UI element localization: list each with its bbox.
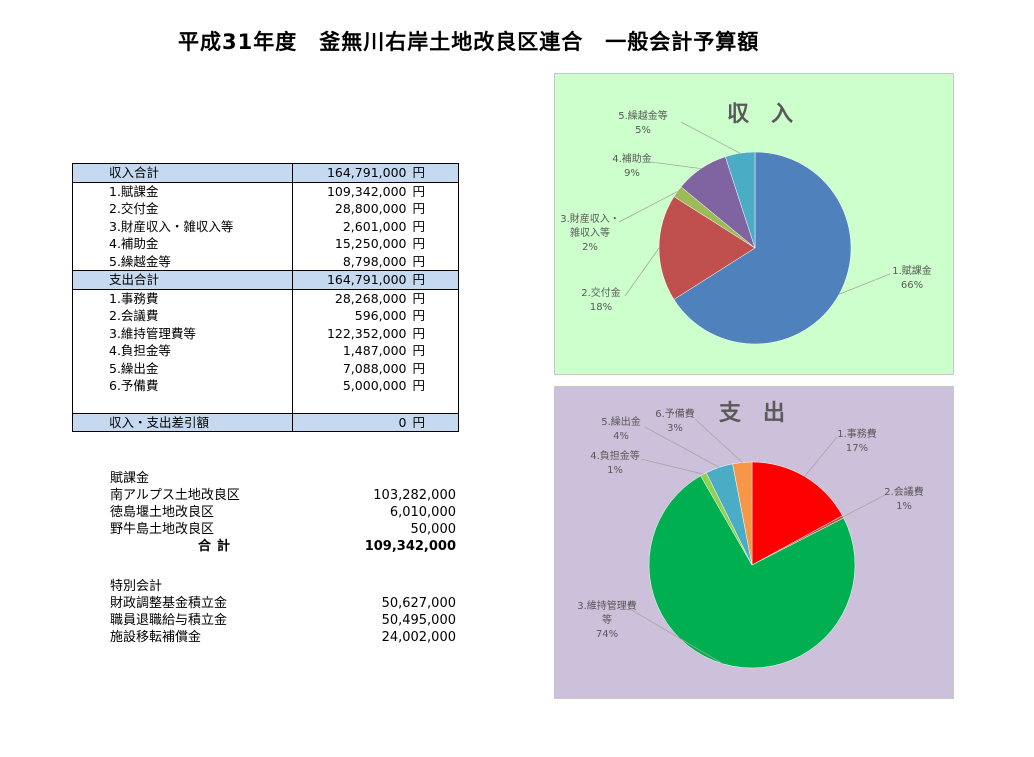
slice-name-label: 5.繰越金等 [618, 109, 668, 122]
special-account: 特別会計 財政調整基金積立金 50,627,000 職員退職給与積立金 50,495… [110, 578, 456, 646]
list-item: 施設移転補償金 24,002,000 [110, 630, 456, 645]
table-row: 5.繰越金等 8,798,000 円 [72, 252, 459, 271]
slice-percent-label: 3% [667, 423, 683, 434]
slice-percent-label: 1% [607, 465, 623, 476]
slice-name-label: 3.財産収入・ [560, 212, 620, 225]
expense-item-value: 596,000 円 [354, 308, 425, 324]
pie-slice [673, 151, 852, 345]
slice-name-label: 3.維持管理費 [577, 599, 637, 612]
slice-percent-label: 1% [896, 501, 912, 512]
income-item-label: 2.交付金 [72, 200, 293, 218]
budget-table: 収入合計 164,791,000 円 1.賦課金 109,342,000 円 2.交付… [72, 163, 459, 432]
table-row: 2.会議費 596,000 円 [72, 307, 459, 325]
income-pie-chart: 収 入 1.賦課金 66% 2.交付金 18% 3.財産収入・ 雑収入等 2% 4.補助金 9%… [554, 73, 954, 375]
slice-name-label: 1.事務費 [837, 427, 877, 440]
income-item-label: 1.賦課金 [72, 182, 293, 200]
table-row: 5.繰出金 7,088,000 円 [72, 359, 459, 377]
expense-item-label: 1.事務費 [72, 289, 293, 307]
income-item-value: 28,800,000 円 [334, 201, 425, 217]
expense-item-label: 6.予備費 [72, 377, 293, 395]
table-row: 1.事務費 28,268,000 円 [72, 289, 459, 307]
special-heading: 特別会計 [110, 579, 163, 594]
expense-item-label: 5.繰出金 [72, 359, 293, 377]
chart-title: 支 出 [719, 401, 785, 426]
income-item-label: 3.財産収入・雑収入等 [72, 217, 293, 235]
slice-name-label: 6.予備費 [655, 407, 695, 420]
table-row: 1.賦課金 109,342,000 円 [72, 182, 459, 200]
expense-item-label: 4.負担金等 [72, 342, 293, 360]
table-row: 2.交付金 28,800,000 円 [72, 200, 459, 218]
leader-line [694, 418, 743, 463]
levy-total-row: 合計 109,342,000 [198, 539, 456, 554]
leader-line [680, 121, 741, 154]
slice-name-label: 4.補助金 [612, 152, 652, 165]
expense-item-value: 1,487,000 円 [342, 343, 425, 359]
balance-label: 収入・支出差引額 [72, 412, 293, 432]
leader-line [640, 458, 704, 475]
table-row: 4.補助金 15,250,000 円 [72, 235, 459, 253]
income-item-value: 8,798,000 円 [342, 253, 425, 269]
income-pie-svg: 収 入 1.賦課金 66% 2.交付金 18% 3.財産収入・雑収入等 2% 4.補助金 9%… [555, 74, 953, 374]
expense-total-value: 164,791,000 円 [292, 270, 459, 290]
table-row: 4.負担金等 1,487,000 円 [72, 342, 459, 360]
income-total-label: 収入合計 [72, 163, 293, 183]
slice-percent-label: 5% [635, 125, 651, 136]
list-item: 徳島堰土地改良区 6,010,000 [110, 505, 456, 520]
income-total-value: 164,791,000 円 [292, 163, 459, 183]
expense-item-value: 122,352,000 円 [326, 325, 425, 341]
table-row-blank [72, 394, 459, 413]
slice-name-label: 4.負担金等 [590, 449, 640, 462]
slice-percent-label: 17% [846, 443, 868, 454]
slice-percent-label: 9% [624, 168, 640, 179]
slice-name-label: 雑収入等 [570, 226, 610, 239]
expense-item-value: 5,000,000 円 [342, 378, 425, 394]
slice-percent-label: 18% [590, 302, 612, 313]
levy-breakdown: 賦課金 南アルプス土地改良区 103,282,000 徳島堰土地改良区 6,010,… [110, 470, 456, 555]
income-item-value: 109,342,000 円 [326, 183, 425, 199]
leader-line [650, 161, 702, 169]
table-row: 3.維持管理費等 122,352,000 円 [72, 324, 459, 342]
expense-item-label: 3.維持管理費等 [72, 324, 293, 342]
table-row: 6.予備費 5,000,000 円 [72, 377, 459, 395]
leader-line [618, 191, 678, 223]
leader-line [838, 273, 891, 295]
expense-pie-svg: 支 出 1.事務費 17% 2.会議費 1% 3.維持管理費等 74% 4.負担金等 1% 5.… [555, 387, 953, 698]
chart-title: 収 入 [727, 102, 793, 127]
slice-name-label: 1.賦課金 [892, 264, 932, 277]
expense-pie-chart: 支 出 1.事務費 17% 2.会議費 1% 3.維持管理費等 74% 4.負担金等 1% 5.… [554, 386, 954, 699]
slice-name-label: 等 [602, 613, 612, 626]
expense-total-row: 支出合計 164,791,000 円 [72, 270, 459, 290]
levy-heading: 賦課金 [110, 471, 150, 486]
list-item: 野牛島土地改良区 50,000 [110, 522, 456, 537]
slice-percent-label: 66% [901, 280, 923, 291]
page-title: 平成31年度 釜無川右岸土地改良区連合 一般会計予算額 [178, 30, 760, 54]
expense-item-label: 2.会議費 [72, 307, 293, 325]
list-item: 財政調整基金積立金 50,627,000 [110, 596, 456, 611]
income-item-label: 5.繰越金等 [72, 252, 293, 271]
leader-line [842, 494, 886, 518]
list-item: 南アルプス土地改良区 103,282,000 [110, 488, 456, 503]
income-item-value: 2,601,000 円 [342, 218, 425, 234]
slice-name-label: 2.会議費 [884, 485, 924, 498]
table-row: 3.財産収入・雑収入等 2,601,000 円 [72, 217, 459, 235]
expense-item-value: 7,088,000 円 [342, 360, 425, 376]
income-item-label: 4.補助金 [72, 235, 293, 253]
leader-line [629, 608, 724, 665]
slice-name-label: 2.交付金 [581, 286, 621, 299]
pie-slice [658, 196, 756, 300]
income-item-value: 15,250,000 円 [334, 236, 425, 252]
income-total-row: 収入合計 164,791,000 円 [72, 163, 459, 183]
leader-line [804, 436, 838, 477]
expense-total-label: 支出合計 [72, 270, 293, 290]
leader-line [644, 426, 720, 468]
expense-item-value: 28,268,000 円 [334, 290, 425, 306]
leader-line [624, 247, 660, 297]
slice-name-label: 5.繰出金 [601, 415, 641, 428]
slice-percent-label: 4% [613, 431, 629, 442]
list-item: 職員退職給与積立金 50,495,000 [110, 613, 456, 628]
slice-percent-label: 2% [582, 242, 598, 253]
slice-percent-label: 74% [596, 629, 618, 640]
